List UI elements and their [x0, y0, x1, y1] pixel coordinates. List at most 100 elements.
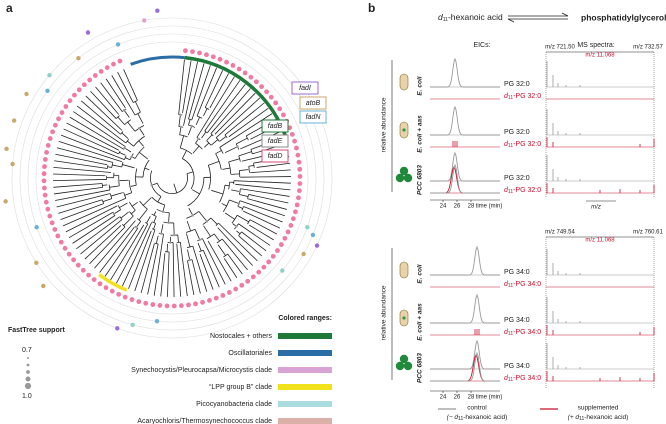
- leaf-dot: [129, 297, 135, 302]
- leaf-dot: [43, 199, 49, 205]
- branch: [208, 161, 220, 166]
- leaf-dot: [292, 138, 297, 144]
- branch: [231, 215, 238, 224]
- gene-tag: [291, 81, 319, 95]
- leaf-dot: [242, 70, 248, 76]
- text-part: (− d: [447, 414, 459, 421]
- strain-label: E. coli + aas: [417, 115, 424, 153]
- cell-icon: [399, 73, 409, 91]
- leaf-dot: [280, 112, 286, 118]
- mz-label: m/z 760.61: [633, 230, 663, 236]
- branch: [53, 183, 103, 188]
- branch: [90, 91, 117, 119]
- branch: [222, 199, 230, 212]
- branch: [203, 108, 208, 116]
- leaf-dot: [190, 49, 195, 55]
- branch: [56, 193, 110, 208]
- branch: [249, 219, 278, 235]
- branch: [223, 258, 238, 278]
- branch: [105, 78, 126, 109]
- branch: [179, 242, 188, 297]
- branch: [231, 189, 241, 192]
- leaf-dot: [157, 303, 163, 308]
- lipid-label: d11-PG 32:0: [504, 141, 541, 149]
- product-label: phosphatidylglycerols: [581, 12, 666, 22]
- branch: [187, 260, 195, 296]
- leaf-dot: [293, 209, 298, 215]
- lipid-label: PG 32:0: [504, 129, 530, 136]
- branch: [127, 121, 136, 132]
- branch: [183, 61, 198, 126]
- leaf-dot: [75, 262, 81, 268]
- leaf-dot: [210, 54, 216, 60]
- leaf-dot: [143, 300, 149, 306]
- branch: [235, 183, 291, 191]
- branch: [127, 140, 134, 147]
- legend-label: Oscillatoriales: [228, 350, 272, 357]
- leaf-dot: [275, 248, 280, 253]
- branch: [110, 224, 145, 281]
- branch: [146, 216, 151, 224]
- branch: [125, 157, 131, 161]
- leaf-dot: [76, 87, 82, 93]
- annotation-dot: [45, 88, 50, 94]
- leaf-dot: [186, 302, 191, 308]
- branch: [123, 215, 134, 226]
- support-dot: [190, 124, 193, 128]
- leaf-dot: [294, 145, 299, 151]
- branch: [54, 160, 108, 169]
- branch: [107, 166, 112, 168]
- branch: [153, 223, 157, 230]
- branch: [204, 142, 210, 148]
- branch: [181, 150, 187, 159]
- branch: [160, 253, 166, 297]
- annotation-dot: [85, 30, 91, 35]
- support-symbol: [26, 370, 30, 374]
- branch: [131, 209, 136, 215]
- branch: [69, 116, 124, 150]
- legend-label: Nostocales + others: [210, 333, 273, 340]
- leaf-dot: [92, 73, 98, 78]
- leaf-dot: [295, 152, 301, 158]
- branch: [119, 202, 128, 208]
- text-part: d: [504, 141, 509, 148]
- branch: [178, 114, 181, 127]
- text-part: -PG 32:0: [513, 93, 541, 100]
- leaf-dot: [41, 171, 47, 177]
- branch: [166, 243, 169, 252]
- strain-label: E. coli: [417, 76, 424, 95]
- branch: [213, 233, 220, 242]
- annotation-dot: [115, 42, 121, 47]
- leaf-dot: [45, 143, 51, 148]
- legend-label: Picocyanobacteria clade: [196, 401, 272, 408]
- branch: [102, 184, 108, 186]
- branch: [196, 115, 203, 119]
- support-dot: [117, 179, 120, 182]
- chromatogram: [430, 351, 500, 382]
- annotation-dot: [4, 146, 9, 152]
- substrate-label: d11-hexanoic acid: [438, 12, 503, 23]
- branch: [117, 71, 134, 103]
- branch: [243, 206, 283, 223]
- branch: [138, 140, 144, 147]
- support-symbol: [26, 363, 30, 367]
- gene-tag: [261, 119, 289, 133]
- branch: [217, 244, 226, 256]
- branch: [139, 200, 148, 210]
- branch: [240, 176, 291, 178]
- branch: [116, 223, 149, 284]
- branch: [153, 233, 164, 296]
- branch: [202, 249, 220, 288]
- branch: [235, 137, 248, 145]
- leaf-dot: [296, 159, 302, 165]
- branch: [192, 246, 208, 292]
- branch: [196, 76, 235, 138]
- branch: [134, 111, 141, 116]
- subscript: 11: [443, 17, 448, 23]
- branch: [207, 240, 232, 282]
- branch: [178, 59, 185, 115]
- branch: [84, 225, 122, 260]
- legend-label: 1.0: [22, 393, 32, 400]
- branch: [153, 211, 157, 216]
- branch: [123, 69, 138, 101]
